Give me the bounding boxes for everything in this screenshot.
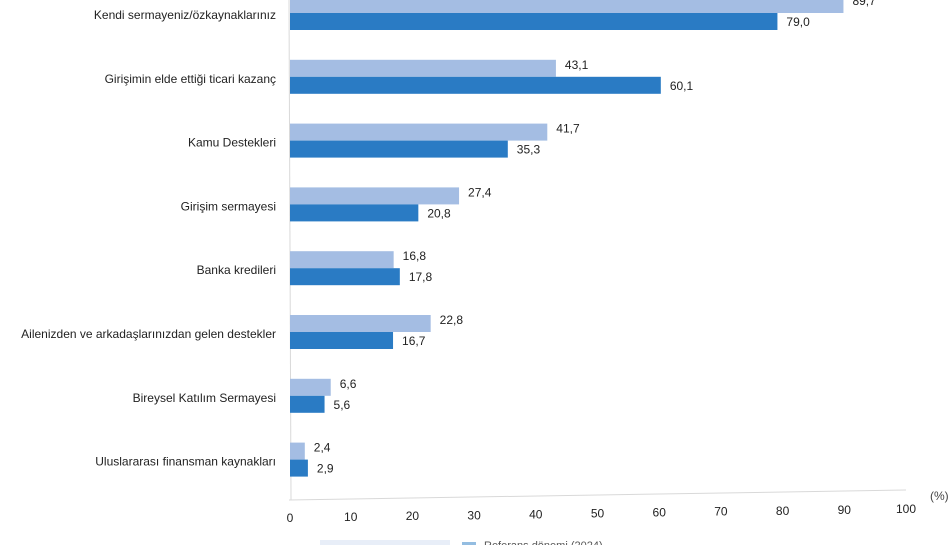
labels-layer: Kendi sermayeniz/özkaynaklarınız 89,7 79,0… (21, 0, 876, 476)
data-label: 22,8 (440, 313, 464, 327)
x-tick-label: 40 (529, 507, 543, 521)
x-tick-label: 70 (714, 505, 728, 519)
bar-series-2 (290, 13, 778, 30)
data-label: 79,0 (786, 15, 810, 29)
y-axis-line (288, 0, 292, 501)
data-label: 89,7 (852, 0, 876, 8)
x-tick-label: 80 (776, 504, 790, 518)
category-label: Kendi sermayeniz/özkaynaklarınız (94, 8, 276, 22)
category-label: Uluslararası finansman kaynakları (95, 455, 276, 469)
x-tick-label: 60 (653, 506, 667, 520)
bar-series-2 (290, 140, 508, 158)
legend-label-series-2: Referans dönemi (2024) (484, 540, 603, 545)
data-label: 35,3 (517, 143, 541, 157)
bar-series-2 (290, 268, 400, 286)
category-label: Bireysel Katılım Sermayesi (133, 391, 276, 405)
data-label: 16,7 (402, 334, 426, 348)
bar-series-2 (290, 459, 308, 477)
x-tick-label: 50 (591, 507, 605, 521)
data-label: 6,6 (340, 377, 357, 391)
x-axis-line (288, 489, 907, 501)
bar-series-1 (290, 123, 548, 141)
data-label: 60,1 (670, 79, 694, 93)
x-tick-label: 100 (896, 502, 916, 516)
data-label: 20,8 (427, 206, 451, 220)
bars-layer (290, 0, 844, 477)
data-label: 27,4 (468, 185, 492, 199)
bar-series-1 (290, 442, 305, 460)
data-label: 2,4 (314, 441, 331, 455)
bar-series-2 (290, 204, 419, 222)
data-label: 41,7 (556, 122, 580, 136)
category-label: Banka kredileri (197, 263, 276, 277)
x-axis-unit-label: (%) (930, 489, 949, 503)
bar-series-1 (290, 378, 331, 396)
axis-layer: 0 10 20 30 40 50 60 70 80 90 100 (287, 0, 916, 525)
data-label: 43,1 (565, 58, 589, 72)
x-tick-label: 0 (287, 511, 294, 525)
bar-series-2 (290, 76, 661, 94)
x-tick-label: 10 (344, 510, 358, 524)
bar-series-1 (290, 0, 844, 13)
x-tick-label: 30 (467, 508, 481, 522)
bar-series-2 (290, 395, 325, 413)
bar-series-1 (290, 251, 394, 269)
category-label: Kamu Destekleri (188, 136, 276, 150)
data-label: 16,8 (403, 249, 427, 263)
legend: Referans dönemi (2024) (320, 540, 603, 545)
bar-series-1 (290, 59, 556, 77)
bar-series-2 (290, 332, 394, 349)
category-label: Girişim sermayesi (181, 199, 276, 213)
x-tick-label: 20 (406, 509, 420, 523)
data-label: 2,9 (317, 462, 334, 476)
bar-series-1 (290, 187, 460, 205)
x-tick-label: 90 (838, 503, 852, 517)
category-label: Girişimin elde ettiği ticari kazanç (105, 72, 276, 86)
legend-swatch-series-1 (320, 540, 450, 545)
category-label: Ailenizden ve arkadaşlarınızdan gelen de… (21, 327, 276, 341)
legend-swatch-series-2 (462, 542, 476, 545)
bar-series-1 (290, 315, 431, 332)
data-label: 17,8 (409, 270, 433, 284)
data-label: 5,6 (334, 398, 351, 412)
